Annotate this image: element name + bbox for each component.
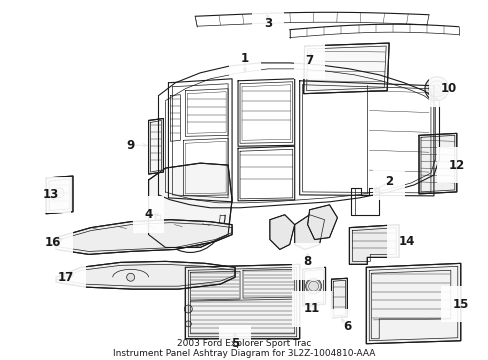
Polygon shape (269, 215, 294, 249)
Circle shape (432, 85, 440, 93)
Text: 12: 12 (448, 159, 464, 172)
Text: 13: 13 (43, 188, 59, 201)
Text: 5: 5 (230, 337, 239, 350)
Circle shape (54, 188, 64, 198)
Text: 6: 6 (343, 320, 351, 333)
Polygon shape (56, 261, 235, 289)
Text: 2: 2 (385, 175, 392, 189)
Polygon shape (366, 264, 460, 344)
Text: 16: 16 (45, 236, 61, 249)
Text: 1: 1 (241, 53, 248, 66)
Polygon shape (185, 264, 299, 339)
Text: 8: 8 (303, 255, 311, 268)
Polygon shape (148, 163, 232, 247)
Text: 3: 3 (263, 17, 271, 30)
Polygon shape (418, 133, 456, 194)
Circle shape (308, 281, 318, 291)
Polygon shape (46, 176, 73, 214)
Polygon shape (307, 205, 337, 239)
Circle shape (305, 278, 321, 294)
Text: 4: 4 (144, 208, 152, 221)
Text: 15: 15 (452, 297, 468, 311)
Circle shape (126, 273, 134, 281)
Text: 2003 Ford Explorer Sport Trac
Instrument Panel Ashtray Diagram for 3L2Z-1004810-: 2003 Ford Explorer Sport Trac Instrument… (113, 339, 375, 358)
Circle shape (185, 321, 191, 327)
Polygon shape (331, 278, 346, 318)
Text: 9: 9 (126, 139, 135, 152)
Circle shape (184, 305, 192, 313)
Polygon shape (303, 43, 388, 94)
Polygon shape (349, 225, 398, 264)
Polygon shape (148, 118, 163, 174)
Text: 11: 11 (303, 302, 319, 315)
Polygon shape (302, 267, 325, 306)
Text: 14: 14 (398, 235, 414, 248)
Polygon shape (294, 215, 324, 249)
Text: 10: 10 (440, 82, 456, 95)
Text: 17: 17 (58, 271, 74, 284)
Text: 7: 7 (305, 54, 313, 67)
Circle shape (428, 81, 444, 96)
Circle shape (182, 222, 198, 238)
Circle shape (185, 225, 195, 235)
Polygon shape (56, 220, 232, 255)
Circle shape (424, 77, 448, 100)
